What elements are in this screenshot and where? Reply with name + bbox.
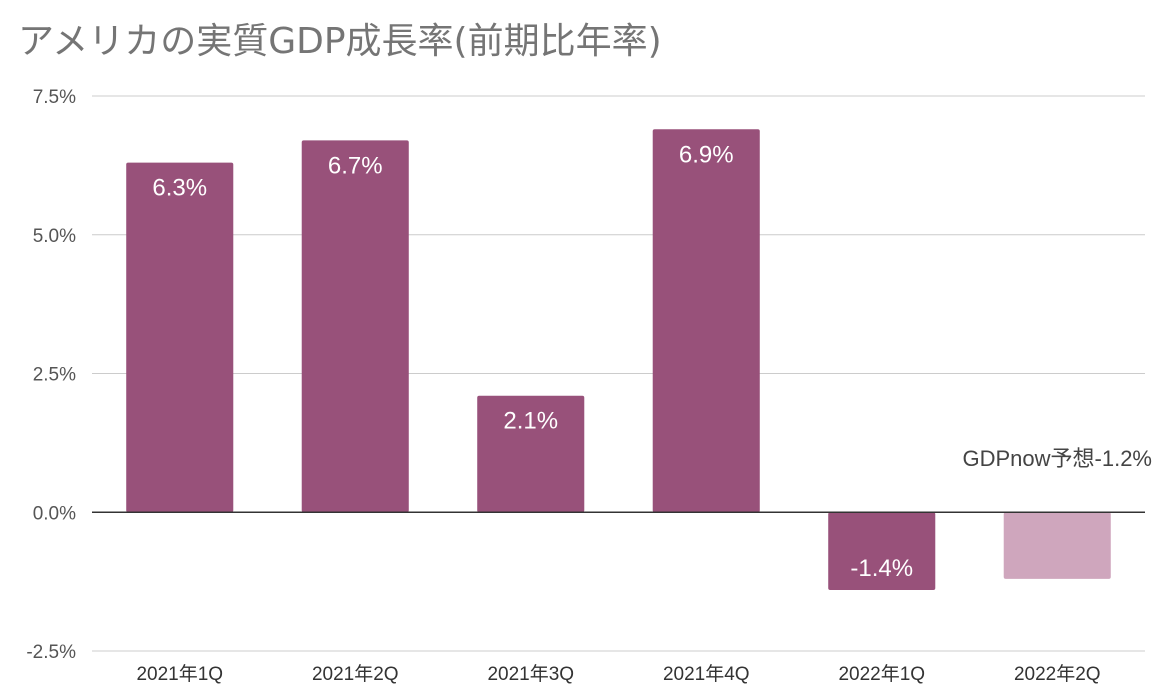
x-tick-label: 2021年3Q <box>487 663 574 685</box>
data-label: 6.3% <box>152 175 207 202</box>
data-label: 2.1% <box>503 408 558 435</box>
y-tick-label: 7.5% <box>33 87 76 108</box>
y-tick-label: -2.5% <box>26 642 76 663</box>
chart-title: アメリカの実質GDP成長率(前期比年率) <box>18 21 662 62</box>
bar <box>1003 512 1111 579</box>
bar <box>477 395 585 513</box>
bar <box>652 129 760 513</box>
bar <box>828 512 936 590</box>
x-tick-label: 2021年1Q <box>136 663 223 685</box>
x-tick-label: 2021年2Q <box>312 663 399 685</box>
data-label: -1.4% <box>850 555 913 582</box>
bar <box>301 140 409 513</box>
data-label: 6.9% <box>679 141 734 168</box>
x-tick-label: 2021年4Q <box>663 663 750 685</box>
y-tick-label: 5.0% <box>33 226 76 247</box>
y-tick-label: 2.5% <box>33 365 76 386</box>
y-tick-label: 0.0% <box>33 503 76 524</box>
x-tick-label: 2022年1Q <box>838 663 925 685</box>
bar <box>126 162 234 513</box>
data-label: 6.7% <box>328 152 383 179</box>
x-tick-label: 2022年2Q <box>1014 663 1101 685</box>
annotation-label: GDPnow予想-1.2% <box>962 446 1152 471</box>
